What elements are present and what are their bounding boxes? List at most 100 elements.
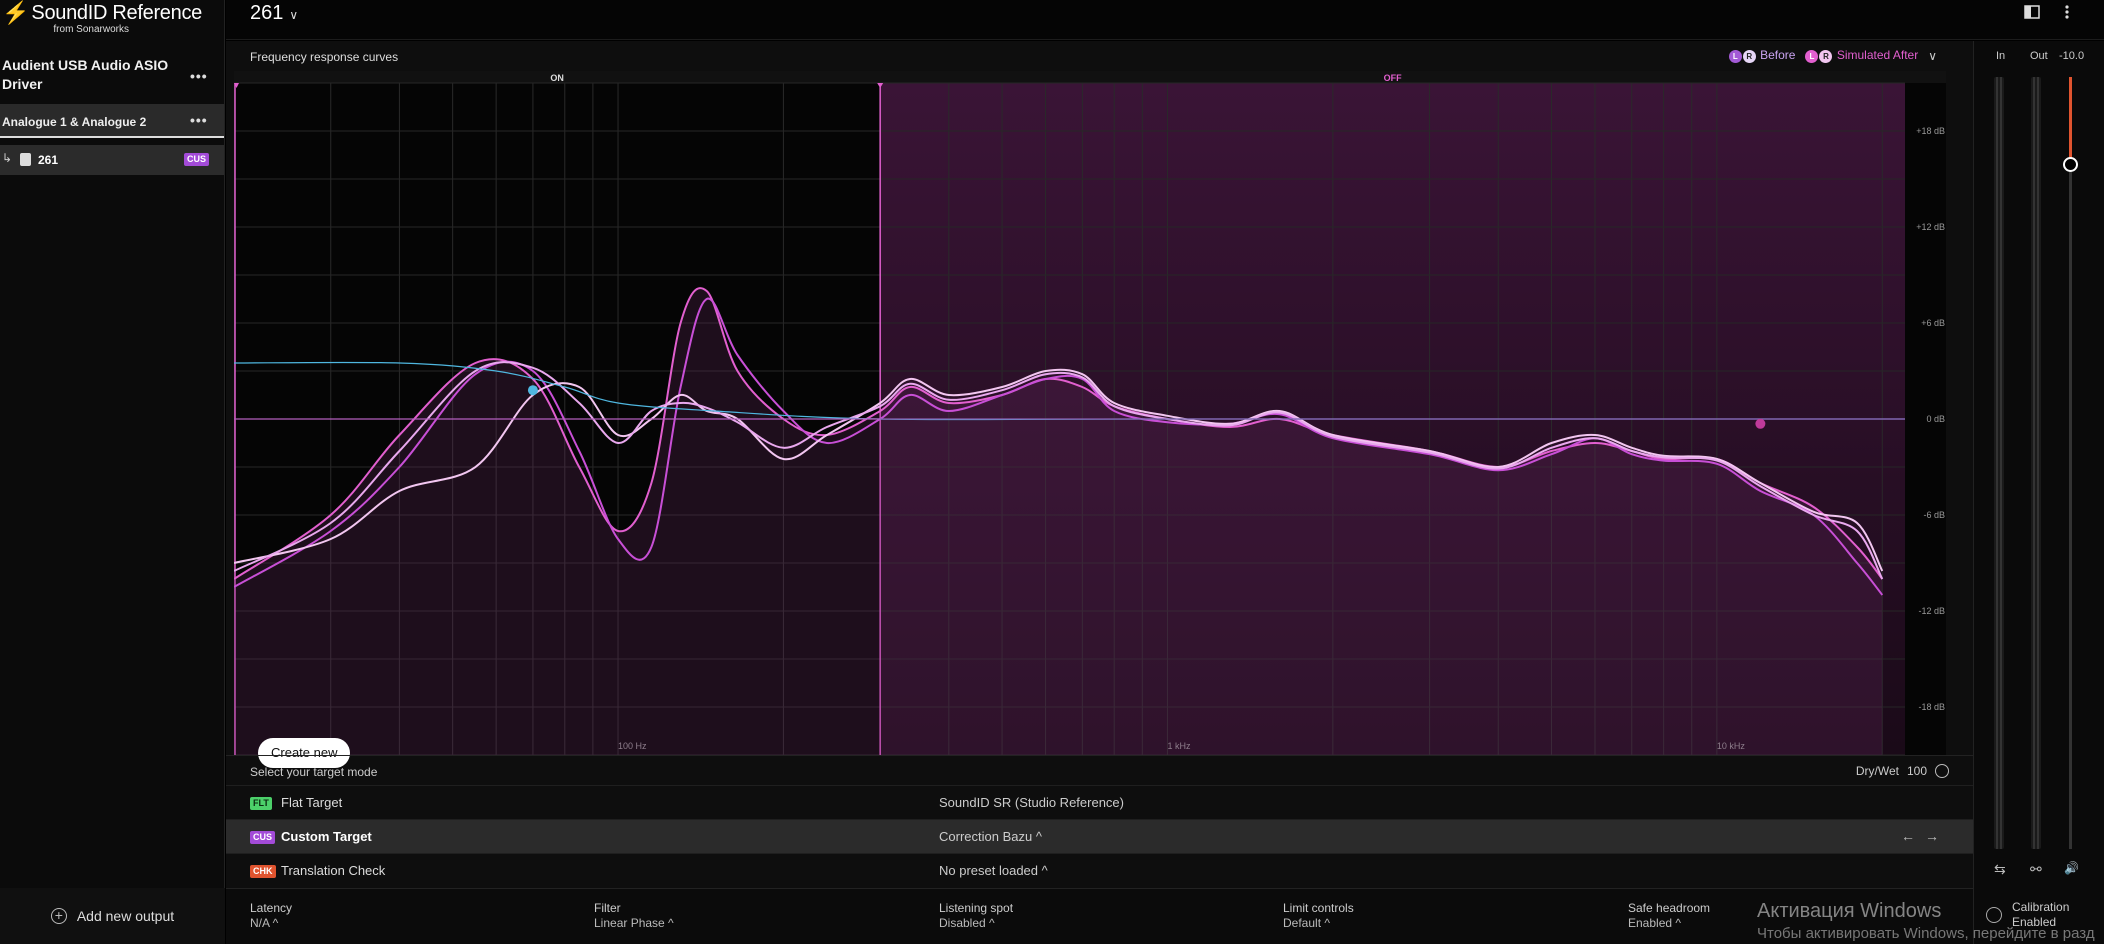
target-value[interactable]: SoundID SR (Studio Reference) <box>939 795 1124 810</box>
windows-activation-title: Активация Windows <box>1757 900 1942 922</box>
y-tick-label: -12 dB <box>1918 606 1945 616</box>
kebab-menu-icon[interactable] <box>2064 4 2070 25</box>
filter-setting[interactable]: Filter Linear Phase ^ <box>594 901 674 931</box>
volume-value[interactable]: -10.0 <box>2059 50 2085 62</box>
region-split-marker <box>877 83 884 88</box>
frequency-chart-svg[interactable]: +18 dB +12 dB +6 dB 0 dB -6 dB -12 dB -18 dB 10… <box>234 71 1946 755</box>
series-line-2 <box>234 368 1884 572</box>
output-meter <box>2031 77 2041 849</box>
out-label: Out <box>2030 50 2048 62</box>
volume-slider-handle[interactable] <box>2063 157 2078 172</box>
filter-label: Filter <box>594 901 621 915</box>
app-subtitle: from Sonarworks <box>53 24 129 35</box>
headroom-value[interactable]: Enabled ^ <box>1628 916 1682 930</box>
latency-value[interactable]: N/A ^ <box>250 916 279 930</box>
channel-more-icon[interactable]: ••• <box>190 112 208 128</box>
top-bar: 261 ∨ <box>226 0 2104 40</box>
target-point-0 <box>527 385 538 396</box>
pill-l-icon: L <box>1805 50 1819 63</box>
flt-badge: FLT <box>250 797 272 810</box>
meter-panel: In Out -10.0 ⇆ ⚯ 🔊 Calibration Enabled <box>1973 41 2104 944</box>
x-tick-label: 10 kHz <box>1717 741 1746 751</box>
target-row-custom[interactable]: CUS Custom Target Correction Bazu ^ ←→ <box>226 819 1973 853</box>
after-area <box>234 288 1883 755</box>
region-strip <box>234 71 1946 83</box>
speaker-icon[interactable]: 🔊 <box>2064 861 2079 875</box>
legend-after-label: Simulated After <box>1836 48 1919 62</box>
filter-value[interactable]: Linear Phase ^ <box>594 916 674 930</box>
channel-label: Analogue 1 & Analogue 2 <box>2 115 147 129</box>
swap-icon[interactable]: ⇆ <box>1994 861 2006 877</box>
frequency-chart[interactable]: +18 dB +12 dB +6 dB 0 dB -6 dB -12 dB -18 dB 10… <box>234 71 1946 768</box>
sidebar-preset-item[interactable]: ↳ 261 CUS <box>0 145 224 175</box>
panel-toggle-icon[interactable] <box>2024 4 2040 25</box>
legend-before-label: Before <box>1760 48 1796 62</box>
speaker-icon <box>20 153 31 166</box>
device-more-icon[interactable]: ••• <box>190 68 208 84</box>
series-line-3 <box>234 361 1884 580</box>
limit-label: Limit controls <box>1283 901 1354 915</box>
add-output-button[interactable]: + Add new output <box>0 888 225 944</box>
series-line-1 <box>234 297 1884 596</box>
calibration-status[interactable]: Calibration Enabled <box>2012 900 2069 930</box>
limit-controls-setting[interactable]: Limit controls Default ^ <box>1283 901 1354 931</box>
y-tick-label: +12 dB <box>1916 222 1945 232</box>
y-tick-label: 0 dB <box>1926 414 1945 424</box>
windows-activation-text: Чтобы активировать Windows, перейдите в … <box>1757 925 2095 942</box>
plus-circle-icon: + <box>50 908 67 924</box>
target-name: Flat Target <box>281 795 343 810</box>
drywet-knob-icon[interactable] <box>1935 764 1949 778</box>
region-on-label: ON <box>550 73 564 83</box>
channel-item[interactable]: Analogue 1 & Analogue 2 ••• <box>0 104 224 138</box>
device-name: Audient USB Audio ASIO Driver <box>2 57 169 92</box>
region-start-marker <box>234 83 239 88</box>
sidebar: ⚡ SoundID Reference from Sonarworks Audi… <box>0 0 225 944</box>
sub-arrow-icon: ↳ <box>2 151 13 165</box>
logo: ⚡ SoundID Reference from Sonarworks <box>2 2 202 36</box>
x-tick-label: 1 kHz <box>1167 741 1191 751</box>
target-name: Custom Target <box>281 829 372 844</box>
latency-setting[interactable]: Latency N/A ^ <box>250 901 292 931</box>
region-off-label: OFF <box>1384 73 1402 83</box>
preset-name: 261 <box>38 153 59 167</box>
target-name: Translation Check <box>281 863 386 878</box>
pill-l-icon: L <box>1728 50 1742 63</box>
input-meter <box>1994 77 2004 849</box>
x-tick-label: 100 Hz <box>618 741 647 751</box>
chevron-down-icon: ∨ <box>289 8 299 22</box>
listening-value[interactable]: Disabled ^ <box>939 916 995 930</box>
calibration-label: Calibration <box>2012 900 2070 914</box>
volume-track[interactable] <box>2069 77 2072 849</box>
create-new-button[interactable]: Create new <box>258 738 351 768</box>
add-output-label: Add new output <box>76 908 175 924</box>
preset-selector[interactable]: 261 ∨ <box>250 2 298 25</box>
device-header: Audient USB Audio ASIO Driver <box>2 56 217 94</box>
pill-r-icon: R <box>1742 50 1756 63</box>
target-value[interactable]: No preset loaded ^ <box>939 863 1048 878</box>
y-tick-label: +6 dB <box>1921 318 1945 328</box>
limit-value[interactable]: Default ^ <box>1283 916 1330 930</box>
y-tick-label: +18 dB <box>1916 126 1945 136</box>
logo-icon: ⚡ <box>2 0 30 25</box>
target-row-translation[interactable]: CHK Translation Check No preset loaded ^ <box>226 853 1973 888</box>
power-icon[interactable] <box>1986 907 2002 923</box>
latency-label: Latency <box>250 901 293 915</box>
listening-spot-setting[interactable]: Listening spot Disabled ^ <box>939 901 1013 931</box>
y-tick-label: -6 dB <box>1923 510 1945 520</box>
target-value[interactable]: Correction Bazu ^ <box>939 829 1042 844</box>
bottom-bar: Latency N/A ^ Filter Linear Phase ^ List… <box>226 888 1973 944</box>
target-point-1 <box>1755 418 1766 429</box>
link-icon[interactable]: ⚯ <box>2030 861 2042 877</box>
safe-headroom-setting[interactable]: Safe headroom Enabled ^ <box>1628 901 1710 931</box>
target-row-flat[interactable]: FLT Flat Target SoundID SR (Studio Refer… <box>226 785 1973 819</box>
prev-next-arrows[interactable]: ←→ <box>1901 828 1949 844</box>
chevron-down-icon[interactable]: ∨ <box>1928 48 1937 63</box>
drywet-control[interactable]: Dry/Wet 100 <box>1856 764 1949 778</box>
target-mode-header: Select your target mode Dry/Wet 100 <box>226 755 1973 785</box>
preset-badge: CUS <box>184 153 210 166</box>
